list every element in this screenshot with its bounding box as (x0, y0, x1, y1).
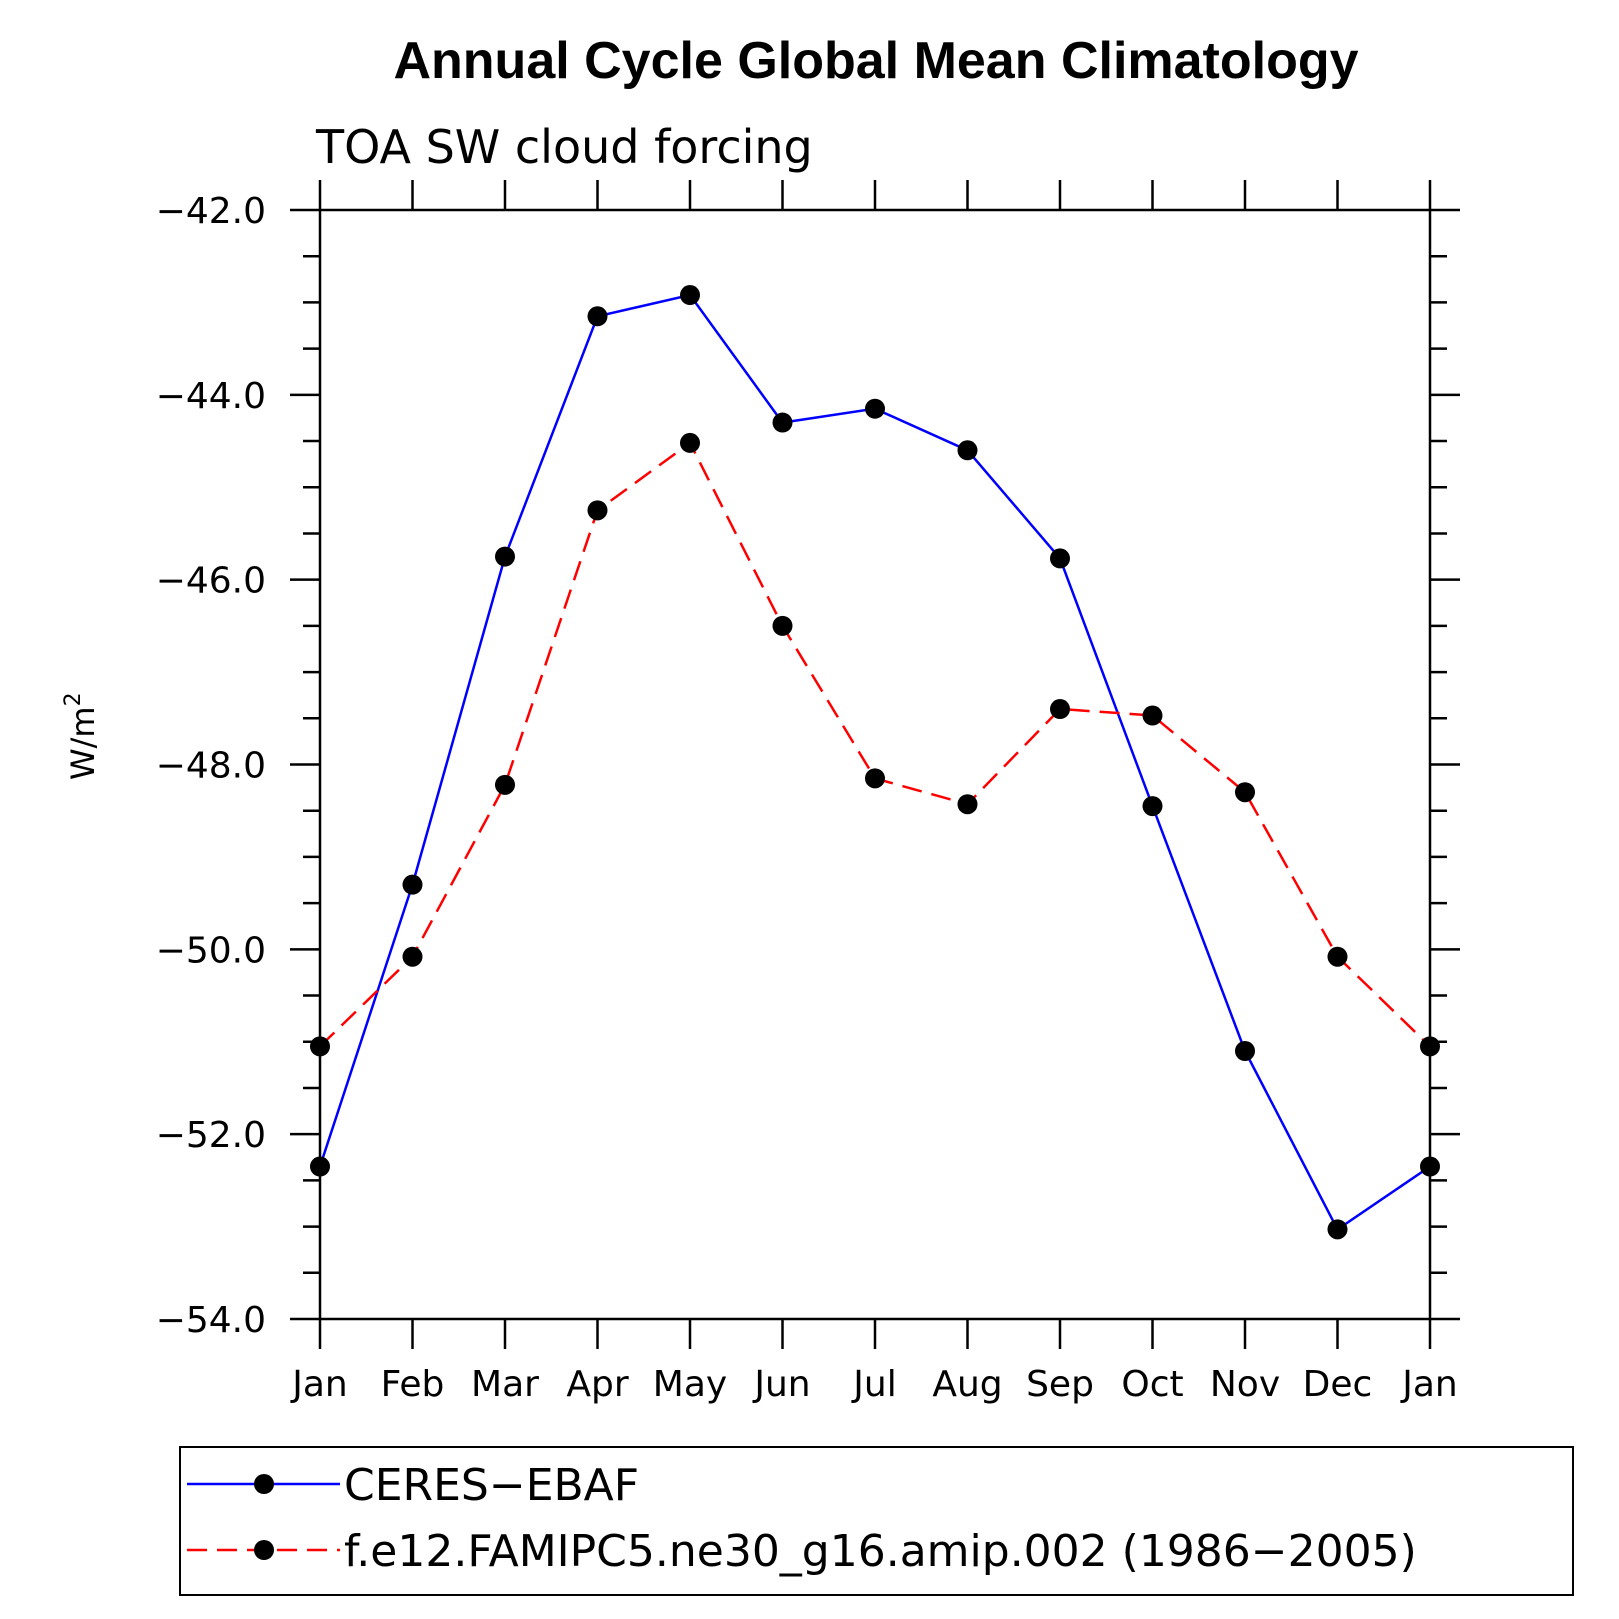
series-1-marker (1327, 1219, 1348, 1240)
series-2-marker (402, 946, 423, 967)
series-1-marker (1420, 1156, 1440, 1177)
x-tick-label: Mar (471, 1364, 539, 1405)
series-line-2 (319, 441, 1431, 1048)
y-tick-label: −54.0 (156, 1300, 266, 1341)
series-2-marker (1142, 705, 1163, 726)
series-1-marker (1050, 548, 1070, 569)
series-layer (310, 285, 1440, 1240)
x-tick-label: Oct (1121, 1364, 1183, 1405)
series-1-marker (402, 874, 423, 895)
chart-title: Annual Cycle Global Mean Climatology (393, 32, 1358, 90)
series-1-marker (310, 1156, 330, 1177)
series-1-marker (1142, 796, 1163, 817)
legend: CERES−EBAF f.e12.FAMIPC5.ne30_g16.amip.00… (187, 1460, 1417, 1577)
x-tick-label: Jan (290, 1364, 348, 1405)
series-2-marker (587, 500, 608, 521)
x-tick-label: Aug (932, 1364, 1002, 1405)
series-2-marker (1327, 946, 1348, 967)
series-2-marker (680, 432, 700, 453)
y-tick-label: −48.0 (156, 746, 266, 787)
axes-layer: −42.0 −44.0 −46.0 −48.0 −50.0 −52.0 −54.0 Jan Fe… (156, 180, 1460, 1405)
series-2-marker (495, 774, 515, 795)
y-axis-title-text: W/m (64, 706, 102, 780)
x-tick-label: Dec (1303, 1364, 1373, 1405)
legend-label-1: CERES−EBAF (344, 1460, 639, 1511)
series-2-marker (1420, 1036, 1440, 1057)
series-2-marker (310, 1036, 330, 1057)
legend-marker-1 (254, 1474, 274, 1494)
series-2-marker (1050, 699, 1070, 720)
x-tick-label: Jul (851, 1364, 896, 1405)
y-tick-label: −52.0 (156, 1115, 266, 1156)
series-2-marker (865, 768, 885, 789)
x-tick-label: Sep (1026, 1364, 1094, 1405)
y-tick-label: −50.0 (156, 930, 266, 971)
y-tick-label: −42.0 (156, 191, 266, 232)
y-tick-label: −44.0 (156, 376, 266, 417)
legend-marker-2 (254, 1540, 274, 1560)
y-axis-title-superscript: 2 (61, 692, 86, 706)
x-tick-label: Feb (381, 1364, 445, 1405)
y-axis-title: W/m2 (61, 692, 102, 780)
series-2-marker (957, 794, 978, 815)
x-tick-label: Jun (752, 1364, 810, 1405)
series-1-marker (495, 546, 515, 567)
series-line-1 (318, 293, 1431, 1232)
series-1-marker (772, 412, 793, 433)
series-1-marker (680, 285, 700, 306)
plot-frame (318, 208, 1432, 1321)
x-tick-label: Nov (1210, 1364, 1280, 1405)
series-1-marker (587, 306, 608, 327)
x-tick-label: May (653, 1364, 727, 1405)
legend-box (179, 1446, 1574, 1596)
series-2-marker (1235, 782, 1255, 803)
chart-subtitle: TOA SW cloud forcing (315, 120, 813, 174)
series-1-marker (957, 440, 978, 461)
legend-label-2: f.e12.FAMIPC5.ne30_g16.amip.002 (1986−20… (344, 1526, 1417, 1577)
x-tick-label: Apr (566, 1364, 628, 1405)
x-tick-label: Jan (1400, 1364, 1458, 1405)
series-1-marker (1235, 1040, 1255, 1061)
series-2-marker (772, 615, 793, 636)
y-tick-label: −46.0 (156, 561, 266, 602)
series-1-marker (865, 398, 885, 419)
